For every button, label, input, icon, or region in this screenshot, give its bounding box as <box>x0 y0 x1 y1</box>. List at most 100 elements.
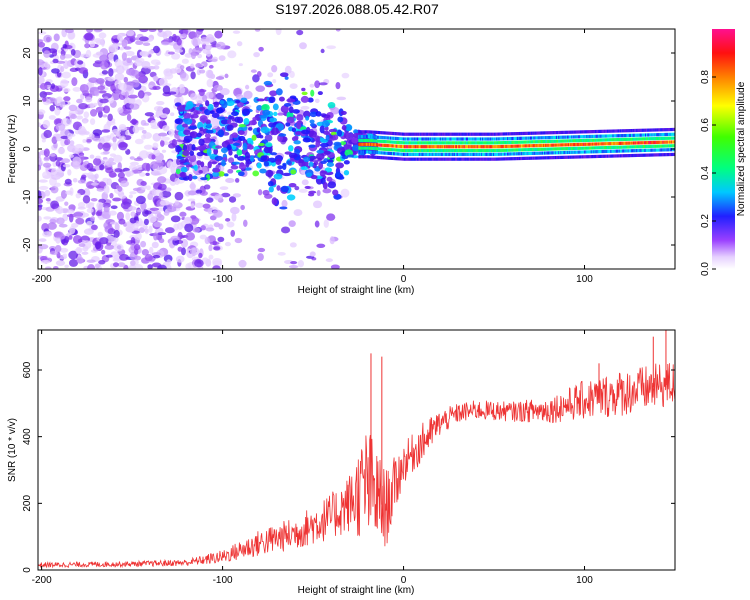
cloud-cell <box>175 168 181 175</box>
ridge-cell <box>429 137 432 141</box>
ridge-cell <box>595 138 597 142</box>
ridge-cell <box>652 133 654 137</box>
ridge-cell <box>487 132 489 136</box>
ridge-cell <box>615 154 617 158</box>
noise-cell <box>64 138 71 146</box>
ridge-cell <box>476 145 478 149</box>
noise-cell <box>103 214 111 220</box>
ridge-cell <box>463 141 465 145</box>
cloud-cell <box>238 163 247 170</box>
noise-cell <box>238 63 243 67</box>
noise-cell <box>126 57 133 64</box>
ridge-cell <box>566 155 569 159</box>
cloud-cell <box>320 113 327 118</box>
ridge-cell <box>652 148 654 152</box>
ridge-cell <box>380 139 382 143</box>
ridge-cell <box>516 136 519 141</box>
ridge-cell <box>488 148 490 153</box>
noise-cell <box>188 154 197 163</box>
ridge-cell <box>574 146 576 151</box>
noise-cell <box>74 143 85 152</box>
ridge-cell <box>601 134 603 138</box>
ridge-cell <box>426 157 429 161</box>
ridge-cell <box>443 152 445 156</box>
ridge-cell <box>457 132 459 136</box>
noise-cell <box>190 71 196 80</box>
ridge-cell <box>471 141 473 145</box>
noise-cell <box>135 40 144 45</box>
ridge-cell <box>432 145 434 149</box>
ridge-cell <box>429 132 432 136</box>
ridge-cell <box>641 153 644 157</box>
ridge-cell <box>578 150 581 154</box>
ridge-cell <box>487 148 489 153</box>
ridge-cell <box>668 152 671 157</box>
ridge-cell <box>640 133 642 137</box>
noise-cell <box>175 255 185 263</box>
noise-cell <box>78 243 86 248</box>
noise-cell <box>61 158 71 164</box>
ridge-cell <box>644 153 647 157</box>
noise-cell <box>59 233 66 240</box>
ridge-cell <box>366 138 369 143</box>
noise-cell <box>256 70 262 78</box>
noise-cell <box>335 81 341 90</box>
ridge-cell <box>428 132 431 136</box>
ridge-cell <box>553 139 556 143</box>
ridge-cell <box>659 133 661 137</box>
ridge-cell <box>396 132 398 136</box>
ridge-cell <box>453 132 456 136</box>
ridge-cell <box>409 157 411 161</box>
ridge-cell <box>661 148 663 152</box>
noise-cell <box>146 185 151 191</box>
ridge-cell <box>561 155 563 159</box>
ridge-cell <box>561 139 563 143</box>
ridge-cell <box>514 148 516 152</box>
noise-cell <box>231 212 237 222</box>
ridge-cell <box>534 156 536 160</box>
ridge-cell <box>549 139 551 143</box>
noise-cell <box>177 246 183 252</box>
noise-cell <box>176 38 182 46</box>
ridge-cell <box>651 153 653 157</box>
ridge-cell <box>472 157 474 161</box>
ridge-cell <box>555 143 558 147</box>
ridge-cell <box>458 132 460 136</box>
ridge-cell <box>510 144 512 148</box>
ridge-cell <box>551 156 553 160</box>
noise-cell <box>102 202 111 208</box>
ridge-cell <box>610 129 612 133</box>
noise-cell <box>263 193 273 199</box>
ridge-cell <box>504 140 507 145</box>
ridge-cell <box>647 148 649 152</box>
ridge-cell <box>360 146 362 150</box>
noise-cell <box>40 259 51 264</box>
cloud-cell <box>310 123 316 127</box>
ridge-cell <box>447 141 449 145</box>
ridge-cell <box>525 131 527 135</box>
ridge-cell <box>368 138 370 143</box>
noise-cell <box>316 243 326 248</box>
ridge-cell <box>497 141 499 145</box>
ridge-cell <box>610 149 612 153</box>
ridge-cell <box>578 146 581 150</box>
ridge-cell <box>618 129 621 133</box>
noise-cell <box>105 160 114 168</box>
ridge-cell <box>604 146 607 150</box>
ridge-cell <box>596 150 598 154</box>
cloud-cell <box>269 117 278 123</box>
ridge-cell <box>479 152 482 156</box>
spec-y-tick-label: 10 <box>22 95 33 107</box>
ridge-cell <box>647 153 649 157</box>
ridge-cell <box>570 155 572 159</box>
ridge-cell <box>637 137 639 141</box>
ridge-cell <box>490 152 493 156</box>
ridge-cell <box>500 152 502 156</box>
ridge-cell <box>459 157 461 161</box>
ridge-cell <box>558 130 560 135</box>
ridge-cell <box>672 144 674 148</box>
ridge-cell <box>578 142 581 147</box>
snr-frame <box>37 329 676 571</box>
cloud-cell <box>315 140 321 148</box>
ridge-cell <box>467 145 470 149</box>
